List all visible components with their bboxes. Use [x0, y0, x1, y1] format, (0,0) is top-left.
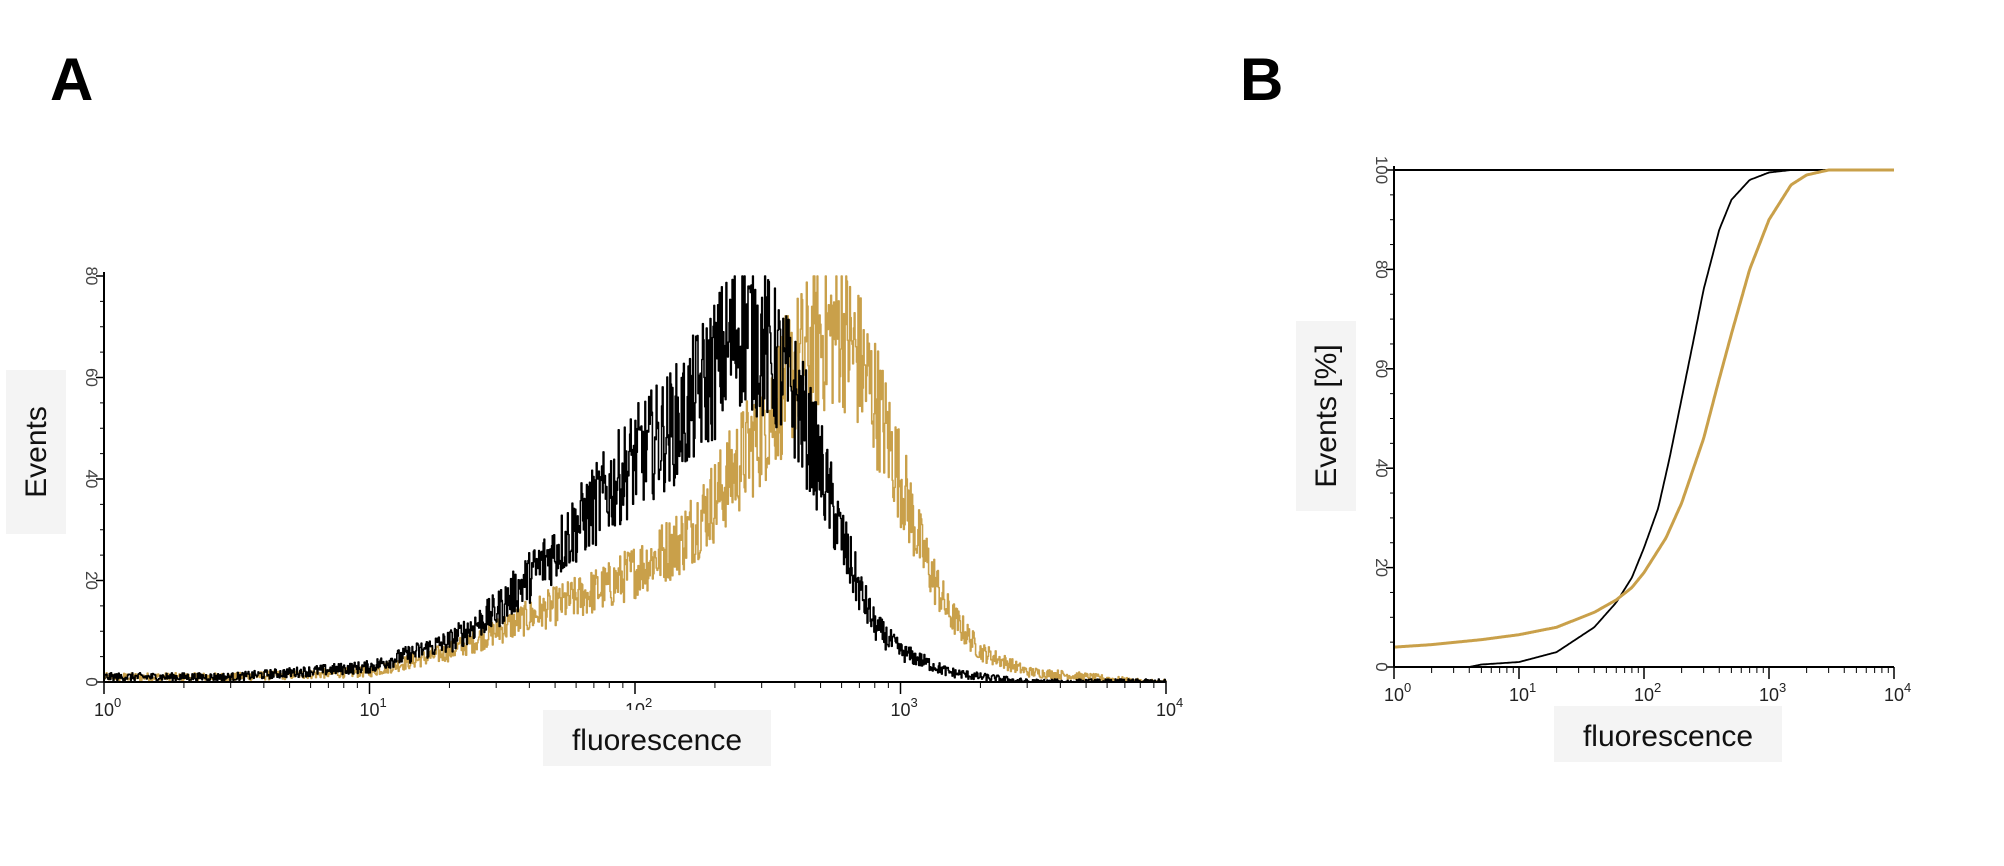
y-axis-title: Events	[20, 406, 53, 498]
chart-a-histogram: 100101102103104020406080fluorescenceEven…	[6, 267, 1183, 766]
x-tick-label: 100	[94, 695, 121, 720]
y-axis-title: Events [%]	[1310, 344, 1343, 487]
x-axis-title: fluorescence	[572, 724, 742, 757]
panel-letter-b: B	[1240, 46, 1283, 113]
y-tick-label: 40	[82, 470, 101, 489]
x-axis-title: fluorescence	[1583, 720, 1753, 753]
y-axis-title-bg	[1296, 321, 1356, 511]
y-tick-label: 80	[1372, 260, 1391, 279]
y-tick-label: 0	[82, 677, 101, 686]
series-line-control	[104, 275, 1167, 683]
chart-b-cumulative: 100 101 102 103 104 0 20 40 60 80 100 fluorescence E…	[1296, 156, 1911, 762]
x-tick-label: 104	[1156, 695, 1183, 720]
y-tick-label: 40	[1372, 459, 1391, 478]
x-axis-title-bg	[1554, 706, 1782, 762]
series-line-control	[1394, 169, 1894, 668]
y-tick-label: 80	[82, 267, 101, 286]
x-tick-label: 104	[1884, 680, 1911, 705]
series-line-sample	[1393, 168, 1895, 649]
y-tick-label: 20	[1372, 558, 1391, 577]
x-tick-label: 100	[1384, 680, 1411, 705]
y-tick-label: 20	[82, 571, 101, 590]
x-axis-title-bg	[543, 710, 771, 766]
x-tick-label: 103	[891, 695, 918, 720]
y-axis-title-bg	[6, 370, 66, 534]
x-tick-label: 102	[1634, 680, 1661, 705]
x-tick-label: 101	[360, 695, 387, 720]
x-tick-label: 103	[1759, 680, 1786, 705]
x-tick-label: 101	[1509, 680, 1536, 705]
panel-letter-a: A	[50, 46, 93, 113]
y-tick-label: 100	[1372, 156, 1391, 184]
y-tick-label: 60	[82, 368, 101, 387]
y-tick-label: 0	[1372, 662, 1391, 671]
y-tick-label: 60	[1372, 359, 1391, 378]
